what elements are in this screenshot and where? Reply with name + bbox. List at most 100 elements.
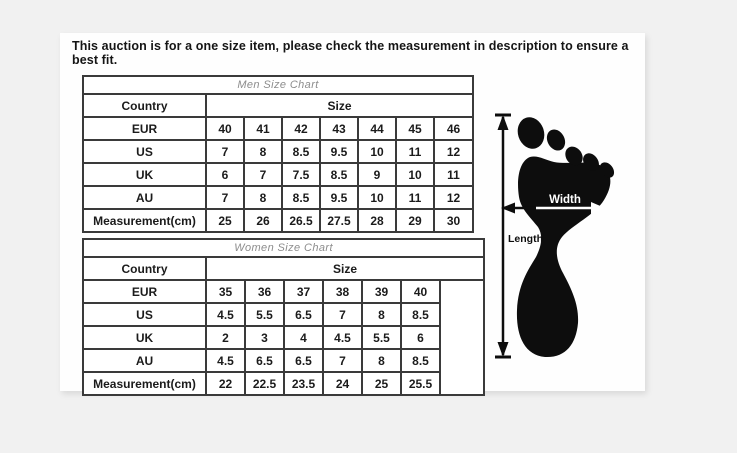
size-value-cell: 9	[357, 162, 397, 187]
size-value-cell: 7	[243, 162, 283, 187]
row-label-cell: EUR	[82, 116, 207, 141]
size-value-cell: 2	[205, 325, 246, 350]
row-label-cell: US	[82, 139, 207, 164]
size-value-cell: 8.5	[281, 139, 321, 164]
size-value-cell: 7.5	[281, 162, 321, 187]
size-value-cell: 24	[322, 371, 363, 396]
row-label-cell: AU	[82, 348, 207, 373]
size-value-cell: 28	[357, 208, 397, 233]
size-value-cell: 8	[243, 185, 283, 210]
width-label: Width	[549, 194, 581, 206]
size-value-cell: 25.5	[400, 371, 441, 396]
size-value-cell: 37	[283, 279, 324, 304]
size-value-cell: 35	[205, 279, 246, 304]
size-value-cell: 36	[244, 279, 285, 304]
country-header-cell: Country	[82, 256, 207, 281]
auction-notice: This auction is for a one size item, ple…	[72, 39, 629, 67]
table-row: AU 7 8 8.5 9.5 10 11 12	[82, 185, 475, 210]
table-row: EUR 35 36 37 38 39 40	[82, 279, 486, 396]
size-value-cell: 6.5	[283, 348, 324, 373]
table-row: Measurement(cm) 25 26 26.5 27.5 28 29 30	[82, 208, 475, 233]
row-label-cell: Measurement(cm)	[82, 371, 207, 396]
size-value-cell: 42	[281, 116, 321, 141]
women-size-chart-table: Women Size Chart Country Size EUR 35 36 …	[81, 238, 486, 396]
size-value-cell: 25	[205, 208, 245, 233]
length-label: Length	[508, 233, 543, 245]
size-value-cell: 7	[322, 348, 363, 373]
size-value-cell: 5.5	[361, 325, 402, 350]
size-value-cell: 9.5	[319, 139, 359, 164]
table-row: Measurement(cm) 22 22.5 23.5 24 25 25.5	[82, 371, 484, 396]
row-label-cell: EUR	[82, 279, 207, 304]
size-value-cell: 12	[432, 185, 475, 210]
men-chart-title: Men Size Chart	[81, 75, 475, 95]
size-value-cell: 7	[322, 302, 363, 327]
table-row: Men Size Chart	[81, 75, 475, 95]
size-value-cell: 8.5	[281, 185, 321, 210]
size-value-cell: 5.5	[244, 302, 285, 327]
size-value-cell: 25	[361, 371, 402, 396]
table-row: Women Size Chart	[81, 238, 486, 258]
size-value-cell: 6.5	[244, 348, 285, 373]
row-label-cell: UK	[82, 325, 207, 350]
size-value-cell: 40	[205, 116, 245, 141]
size-value-cell: 7	[205, 185, 245, 210]
row-label-cell: US	[82, 302, 207, 327]
size-value-cell: 10	[395, 162, 435, 187]
size-value-cell: 40	[400, 279, 441, 304]
table-row: Country Size	[82, 93, 475, 118]
footprint-icon	[516, 117, 615, 358]
size-value-cell: 6	[205, 162, 245, 187]
size-value-cell: 39	[361, 279, 402, 304]
size-value-cell: 11	[395, 139, 435, 164]
row-label-cell: AU	[82, 185, 207, 210]
size-value-cell: 4.5	[322, 325, 363, 350]
size-value-cell: 11	[432, 162, 475, 187]
size-value-cell: 30	[432, 208, 475, 233]
length-arrow-icon	[495, 113, 511, 359]
size-value-cell: 9.5	[319, 185, 359, 210]
size-value-cell: 4.5	[205, 348, 246, 373]
table-row: Country Size	[82, 256, 486, 281]
size-value-cell: 8.5	[319, 162, 359, 187]
size-value-cell: 4	[283, 325, 324, 350]
size-value-cell: 23.5	[283, 371, 324, 396]
table-row: EUR 40 41 42 43 44 45 46	[82, 116, 475, 141]
size-value-cell: 26	[243, 208, 283, 233]
women-chart-title: Women Size Chart	[81, 238, 486, 258]
size-value-cell: 10	[357, 139, 397, 164]
size-value-cell: 8	[361, 348, 402, 373]
size-value-cell: 44	[357, 116, 397, 141]
size-value-cell: 6.5	[283, 302, 324, 327]
country-header-cell: Country	[82, 93, 207, 118]
size-value-cell: 8	[243, 139, 283, 164]
row-label-cell: UK	[82, 162, 207, 187]
size-header-cell: Size	[204, 256, 486, 281]
size-value-cell: 11	[395, 185, 435, 210]
size-value-cell: 12	[432, 139, 475, 164]
size-value-cell: 26.5	[281, 208, 321, 233]
size-value-cell: 22	[205, 371, 246, 396]
size-value-cell: 10	[357, 185, 397, 210]
size-value-cell: 8	[361, 302, 402, 327]
size-value-cell: 7	[205, 139, 245, 164]
table-row: UK 2 3 4 4.5 5.5 6	[82, 325, 484, 350]
table-row: US 7 8 8.5 9.5 10 11 12	[82, 139, 475, 164]
row-label-cell: Measurement(cm)	[82, 208, 207, 233]
size-value-cell: 4.5	[205, 302, 246, 327]
size-value-cell: 41	[243, 116, 283, 141]
size-value-cell: 6	[400, 325, 441, 350]
size-value-cell: 22.5	[244, 371, 285, 396]
empty-cell	[438, 279, 486, 396]
table-row: US 4.5 5.5 6.5 7 8 8.5	[82, 302, 484, 327]
foot-measurement-diagram: Width Length	[495, 113, 615, 359]
size-value-cell: 27.5	[319, 208, 359, 233]
size-value-cell: 3	[244, 325, 285, 350]
size-header-cell: Size	[204, 93, 475, 118]
men-size-chart-table: Men Size Chart Country Size EUR 40 41 42…	[81, 75, 475, 233]
size-value-cell: 43	[319, 116, 359, 141]
size-value-cell: 45	[395, 116, 435, 141]
size-value-cell: 8.5	[400, 302, 441, 327]
table-row: UK 6 7 7.5 8.5 9 10 11	[82, 162, 475, 187]
width-arrow-icon	[501, 202, 605, 214]
